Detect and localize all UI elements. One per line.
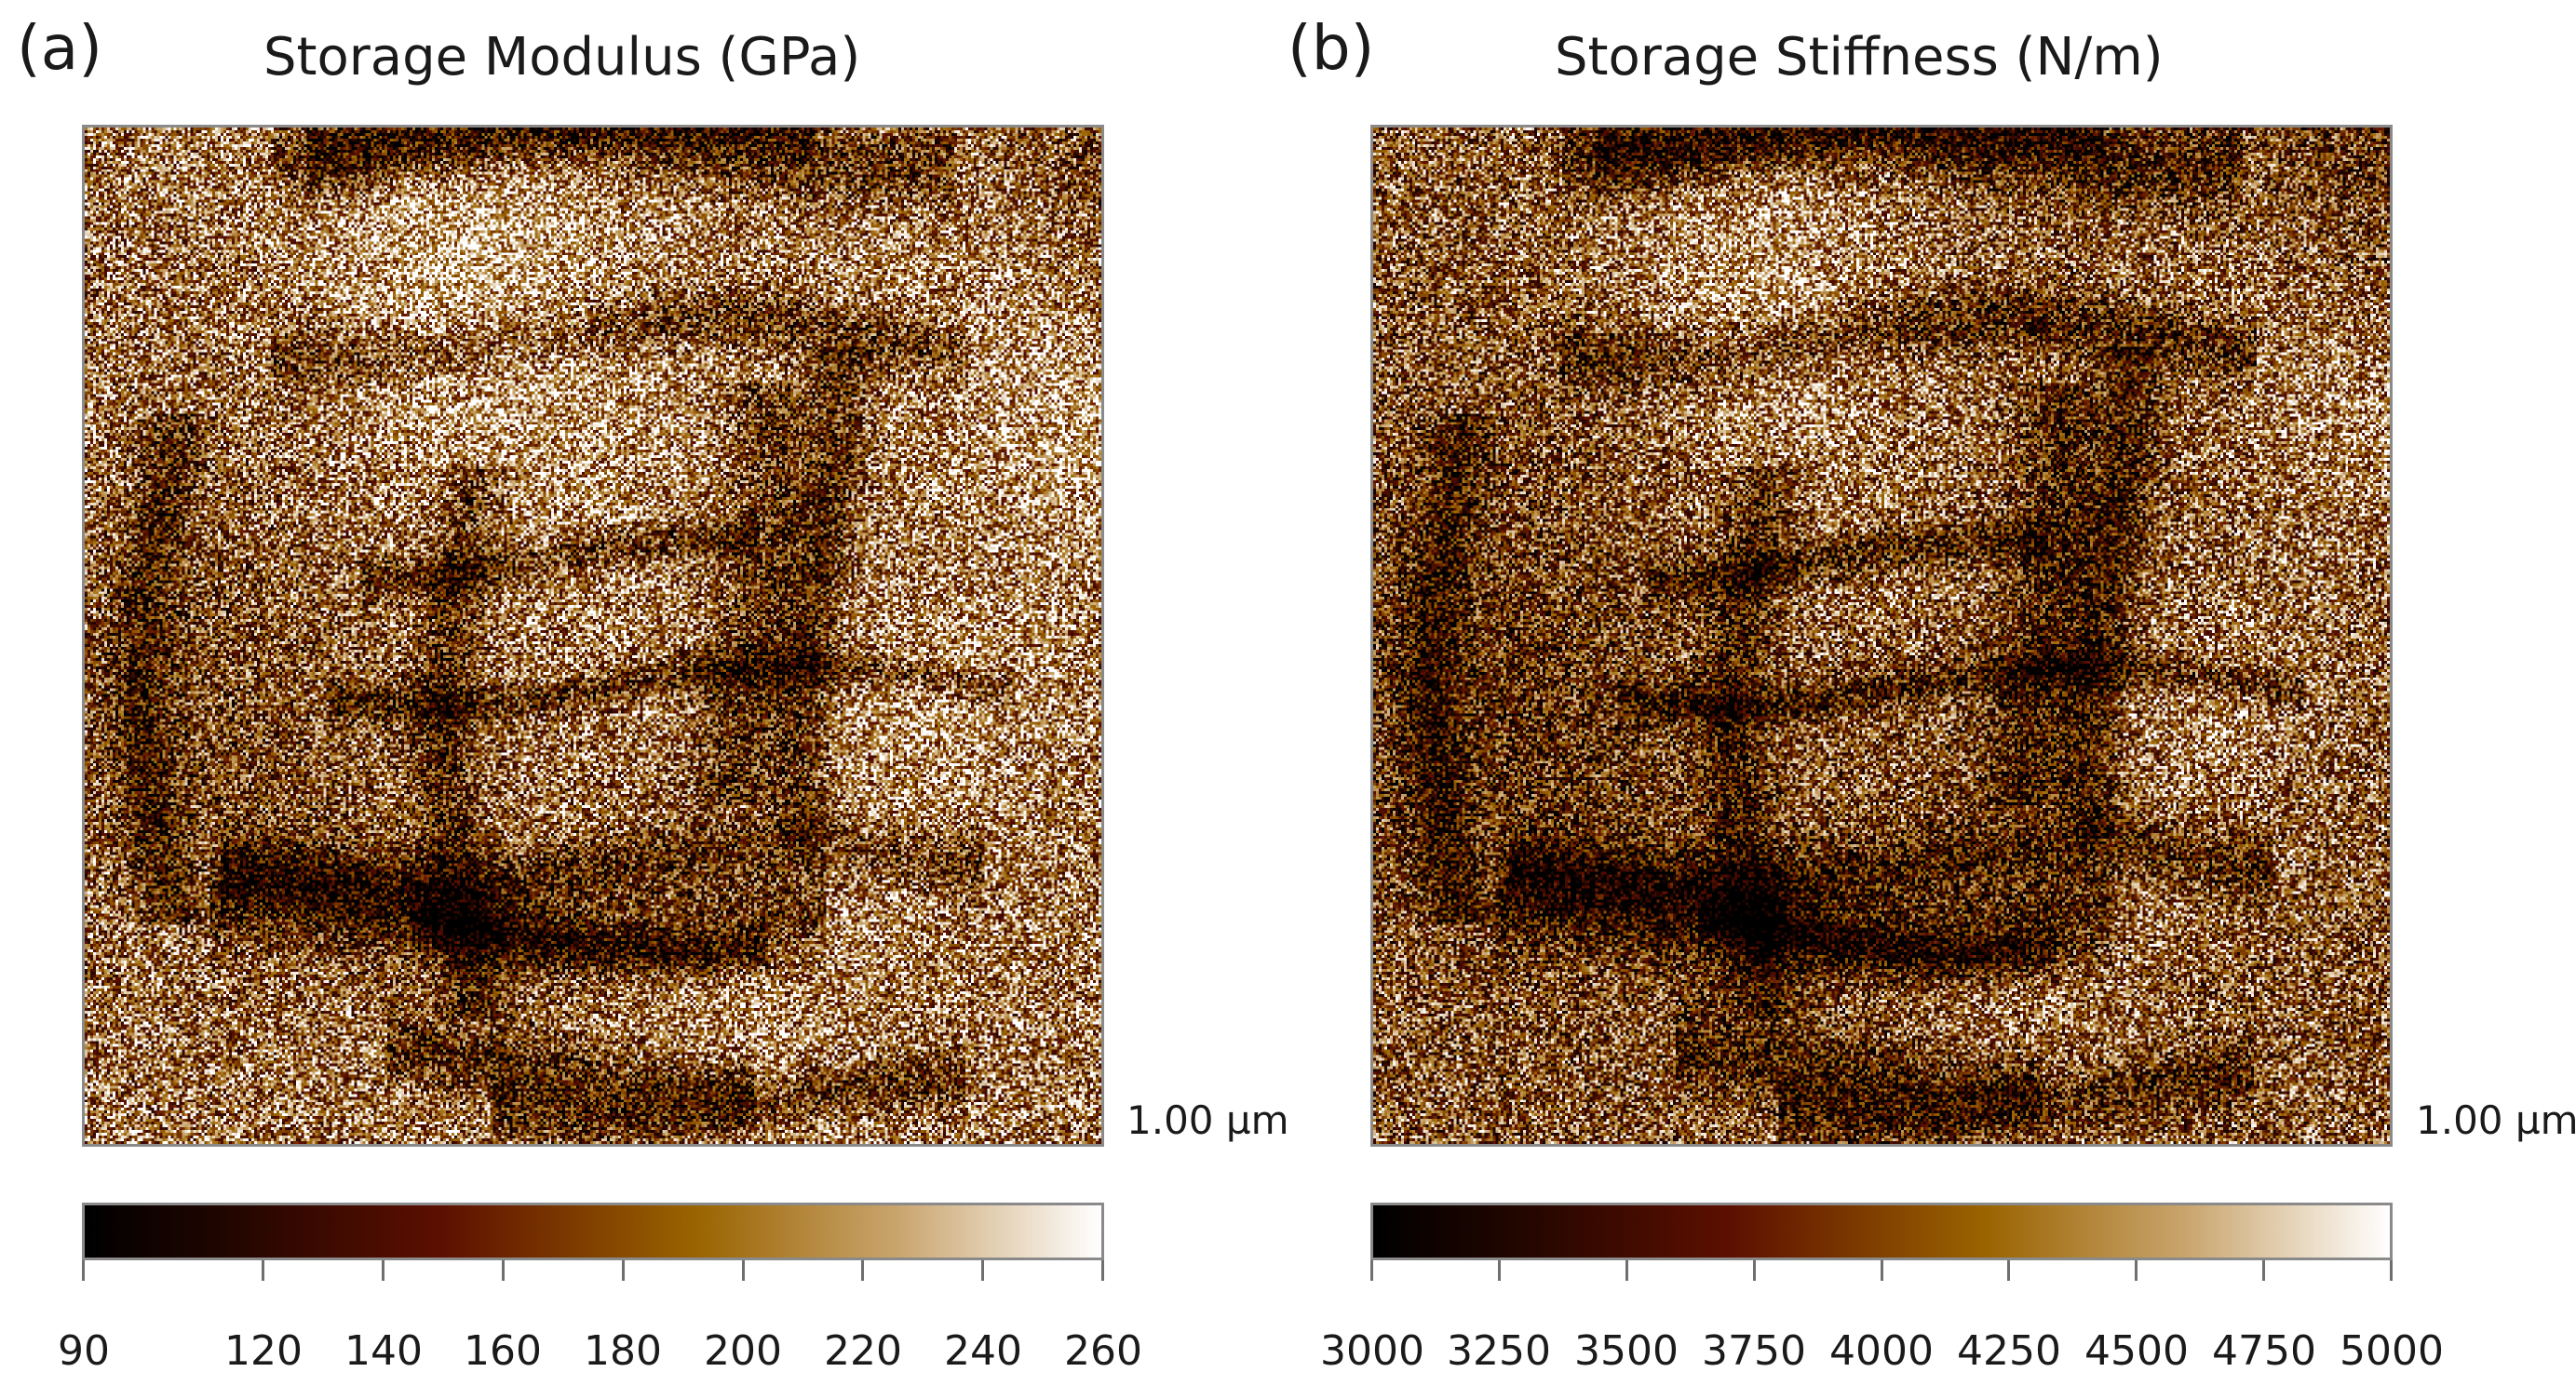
colorbar-tick [1498,1260,1501,1281]
colorbar-tick [742,1260,745,1281]
colorbar-tick-label: 140 [344,1327,423,1375]
panel-a: (a) Storage Modulus (GPa) 1.00 µm 90 120 1… [17,12,1289,1375]
colorbar-tick [502,1260,505,1281]
colorbar-tick [82,1260,85,1281]
colorbar-tick-label: 3250 [1447,1327,1551,1375]
colorbar-tick-label: 3000 [1320,1327,1424,1375]
storage-modulus-map [82,125,1104,1147]
storage-stiffness-map [1370,125,2393,1147]
colorbar-tick [622,1260,625,1281]
colorbar-tick [1753,1260,1756,1281]
colorbar-tick-label: 90 [58,1327,110,1375]
colorbar-tick [2007,1260,2010,1281]
scale-bar-label: 1.00 µm [1126,1097,1289,1143]
colorbar-tick-label: 200 [704,1327,782,1375]
storage-stiffness-map-image [1373,128,2390,1144]
colorbar-tick [861,1260,864,1281]
colorbar-tick [1101,1260,1104,1281]
panel-title: Storage Modulus (GPa) [263,27,861,87]
colorbar-gradient [85,1205,1101,1258]
colorbar-tick-label: 4500 [2084,1327,2189,1375]
colorbar-tick-label: 180 [584,1327,662,1375]
colorbar-tick [1881,1260,1883,1281]
colorbar-tick [2135,1260,2138,1281]
panel-label: (a) [17,12,102,84]
colorbar-tick [262,1260,264,1281]
scale-bar-label: 1.00 µm [2416,1097,2576,1143]
panel-title: Storage Stiffness (N/m) [1555,27,2164,87]
colorbar-tick [1625,1260,1628,1281]
colorbar [82,1203,1104,1260]
colorbar-tick-label: 260 [1064,1327,1142,1375]
colorbar-tick-label: 160 [464,1327,542,1375]
colorbar-tick-label: 4250 [1957,1327,2061,1375]
colorbar-tick-label: 120 [224,1327,303,1375]
colorbar-tick-label: 5000 [2340,1327,2444,1375]
colorbar [1370,1203,2393,1260]
colorbar-tick-label: 3500 [1574,1327,1679,1375]
panel-label: (b) [1288,12,1375,84]
colorbar-tick-label: 3750 [1702,1327,1806,1375]
colorbar-tick-label: 4750 [2212,1327,2316,1375]
panel-b: (b) Storage Stiffness (N/m) 1.00 µm 3000… [1288,0,2576,1399]
colorbar-gradient [1373,1205,2390,1258]
colorbar-tick-label: 240 [944,1327,1022,1375]
colorbar-tick-label: 220 [824,1327,902,1375]
colorbar-tick [2390,1260,2393,1281]
storage-modulus-map-image [85,128,1101,1144]
colorbar-tick [1370,1260,1373,1281]
colorbar-tick [382,1260,384,1281]
colorbar-tick [2262,1260,2265,1281]
colorbar-tick [981,1260,984,1281]
colorbar-tick-label: 4000 [1829,1327,1934,1375]
